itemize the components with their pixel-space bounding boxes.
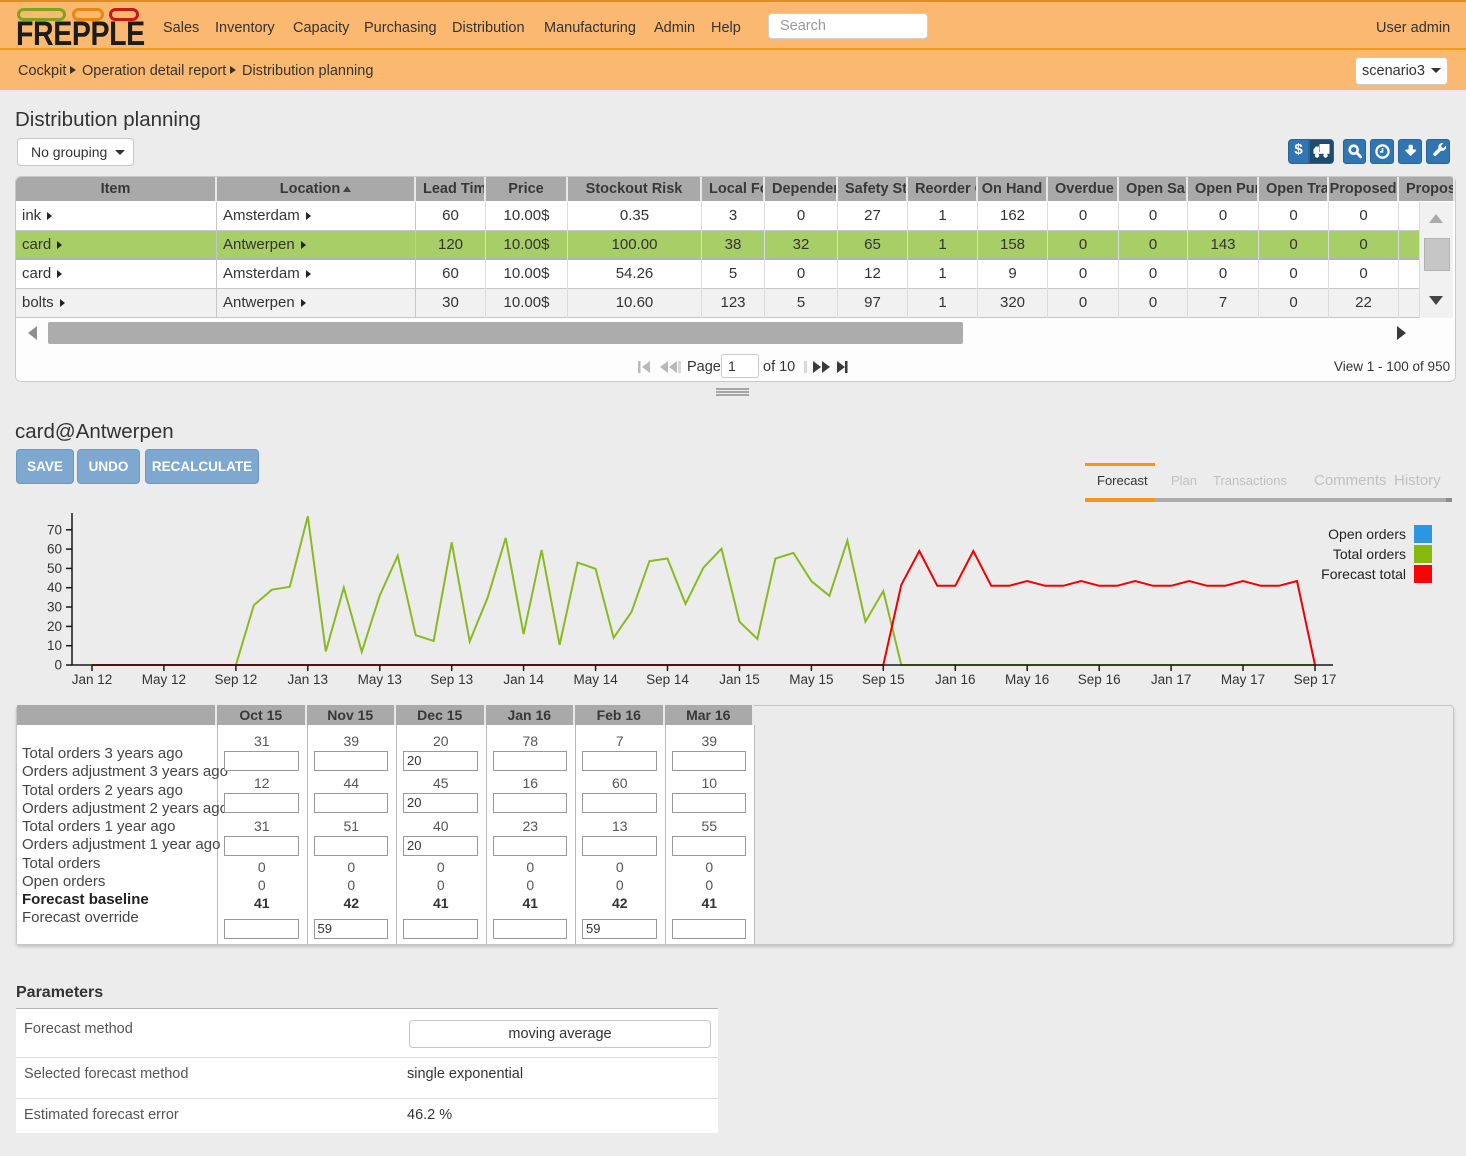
svg-text:50: 50 xyxy=(47,561,62,576)
svg-text:Total orders: Total orders xyxy=(1333,546,1406,562)
svg-text:Jan 16: Jan 16 xyxy=(935,672,976,687)
svg-text:Sep 13: Sep 13 xyxy=(430,672,473,687)
svg-text:May 12: May 12 xyxy=(142,672,186,687)
svg-text:Jan 17: Jan 17 xyxy=(1151,672,1192,687)
svg-text:Sep 15: Sep 15 xyxy=(862,672,905,687)
svg-text:May 14: May 14 xyxy=(573,672,618,687)
svg-text:60: 60 xyxy=(47,542,62,557)
svg-text:Open orders: Open orders xyxy=(1328,526,1406,542)
svg-text:0: 0 xyxy=(54,658,62,673)
svg-text:20: 20 xyxy=(47,619,62,634)
svg-text:May 13: May 13 xyxy=(358,672,402,687)
svg-text:30: 30 xyxy=(47,600,62,615)
svg-text:May 15: May 15 xyxy=(789,672,833,687)
svg-text:Jan 13: Jan 13 xyxy=(288,672,329,687)
svg-text:Sep 17: Sep 17 xyxy=(1294,672,1337,687)
svg-text:Sep 12: Sep 12 xyxy=(215,672,258,687)
svg-text:70: 70 xyxy=(47,522,62,537)
svg-text:Forecast total: Forecast total xyxy=(1321,566,1406,582)
svg-text:Sep 16: Sep 16 xyxy=(1078,672,1121,687)
svg-text:Jan 12: Jan 12 xyxy=(72,672,113,687)
svg-text:Sep 14: Sep 14 xyxy=(646,672,689,687)
svg-text:May 16: May 16 xyxy=(1005,672,1049,687)
svg-text:Jan 15: Jan 15 xyxy=(719,672,760,687)
svg-text:Jan 14: Jan 14 xyxy=(503,672,544,687)
svg-text:10: 10 xyxy=(47,638,62,653)
svg-text:May 17: May 17 xyxy=(1221,672,1265,687)
svg-text:40: 40 xyxy=(47,580,62,595)
